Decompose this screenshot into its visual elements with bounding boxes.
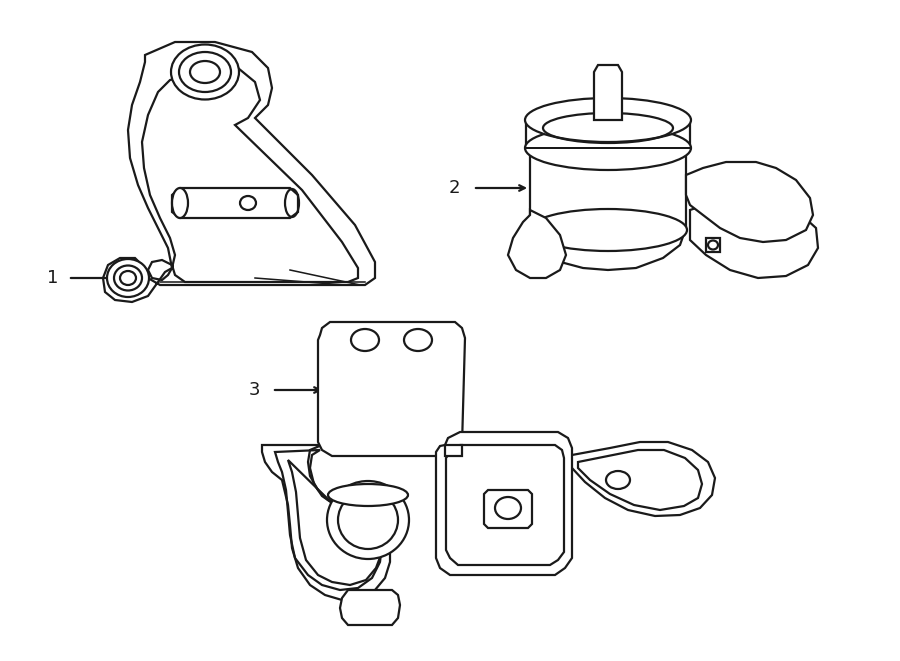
Polygon shape bbox=[340, 590, 400, 625]
Polygon shape bbox=[526, 120, 690, 148]
Ellipse shape bbox=[328, 484, 408, 506]
Ellipse shape bbox=[172, 188, 188, 218]
Polygon shape bbox=[262, 445, 390, 600]
Polygon shape bbox=[436, 432, 572, 575]
Polygon shape bbox=[172, 188, 298, 218]
Polygon shape bbox=[445, 445, 462, 456]
Text: 3: 3 bbox=[248, 381, 260, 399]
Ellipse shape bbox=[171, 44, 239, 100]
Polygon shape bbox=[570, 442, 715, 516]
Polygon shape bbox=[690, 198, 818, 278]
Text: 2: 2 bbox=[448, 179, 460, 197]
Polygon shape bbox=[686, 162, 813, 242]
Polygon shape bbox=[484, 490, 532, 528]
Ellipse shape bbox=[525, 126, 691, 170]
Polygon shape bbox=[594, 65, 622, 120]
Ellipse shape bbox=[107, 259, 149, 297]
Polygon shape bbox=[103, 42, 375, 302]
Ellipse shape bbox=[338, 491, 398, 549]
Polygon shape bbox=[530, 145, 686, 270]
Polygon shape bbox=[706, 238, 720, 252]
Ellipse shape bbox=[327, 481, 409, 559]
Text: 1: 1 bbox=[47, 269, 58, 287]
Ellipse shape bbox=[529, 209, 687, 251]
Polygon shape bbox=[318, 322, 465, 456]
Ellipse shape bbox=[525, 98, 691, 142]
Polygon shape bbox=[508, 210, 566, 278]
